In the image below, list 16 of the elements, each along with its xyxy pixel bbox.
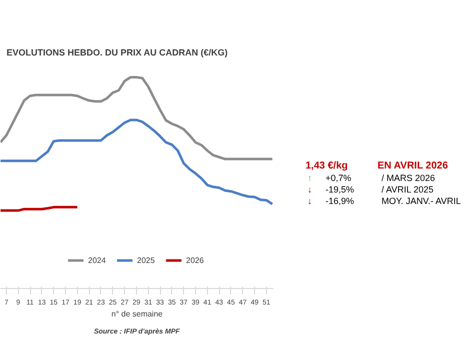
text: 1,43 €/kg: [306, 160, 348, 172]
legend-label: 2025: [137, 256, 156, 264]
text: MOY. JANV.- AVRIL: [382, 196, 461, 206]
x-axis-title: n° de semaine: [111, 310, 164, 318]
text: ↓: [308, 184, 312, 194]
text: -16,9%: [326, 196, 354, 206]
text: +0,7%: [326, 173, 352, 184]
text: / MARS 2026: [382, 173, 436, 184]
legend-label: 2024: [88, 256, 107, 264]
text: EN AVRIL 2026: [378, 160, 448, 172]
text: ↑: [308, 173, 312, 184]
legend-label: 2026: [186, 256, 205, 264]
text: -19,5%: [326, 184, 354, 194]
text: ↓: [308, 196, 312, 206]
text: / AVRIL 2025: [382, 184, 434, 194]
chart-title: EVOLUTIONS HEBDO. DU PRIX AU CADRAN (€/KG): [6, 48, 228, 58]
